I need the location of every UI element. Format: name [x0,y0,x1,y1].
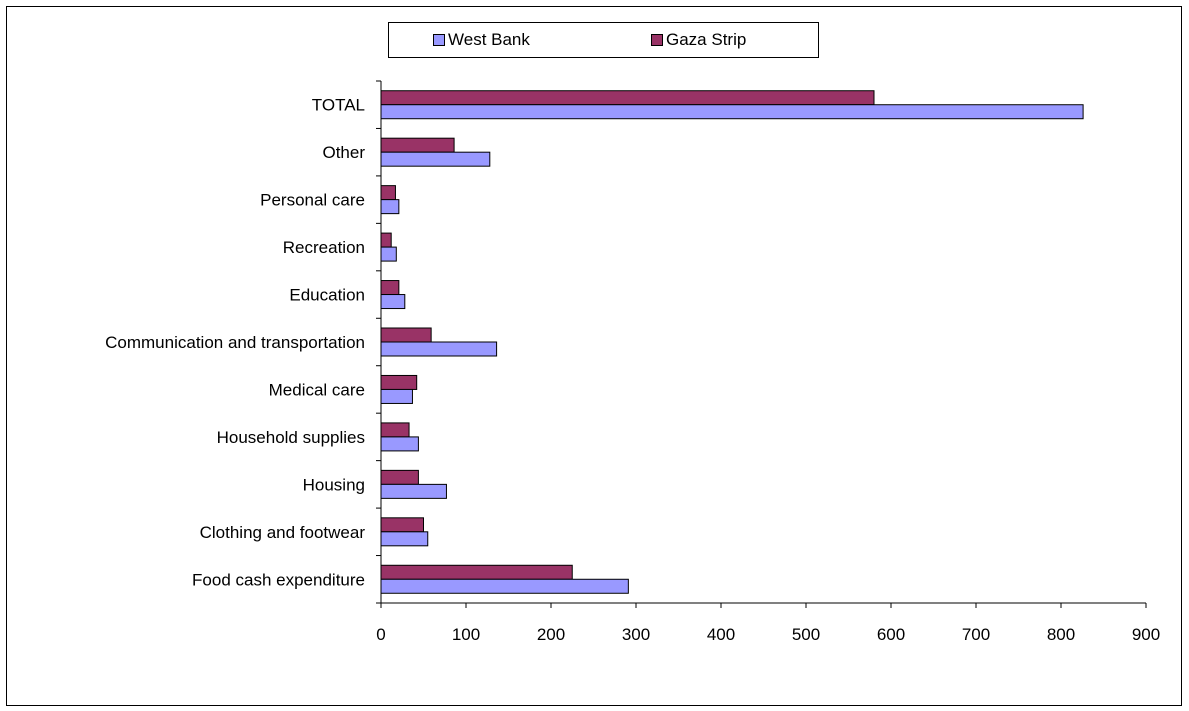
x-tick-label-400: 400 [707,625,735,644]
legend-item-west-bank: West Bank [433,30,530,49]
x-tick-label-0: 0 [376,625,385,644]
bar-gaza-strip-food-cash-expenditure [380,564,573,580]
legend: West Bank Gaza Strip [388,22,819,58]
category-label-food-cash-expenditure: Food cash expenditure [192,570,365,589]
x-tick-label-200: 200 [537,625,565,644]
bar-west-bank-household-supplies [380,436,419,452]
bar-west-bank-total [380,104,1084,120]
category-label-housing: Housing [303,475,365,494]
bar-gaza-strip-recreation [380,232,392,248]
x-tick-label-500: 500 [792,625,820,644]
legend-label-gaza-strip: Gaza Strip [666,30,747,49]
bar-west-bank-education [380,294,406,310]
x-tick-labels: 0 100 200 300 400 500 600 700 800 900 [376,625,1160,644]
legend-label-west-bank: West Bank [448,30,530,49]
x-tick-label-900: 900 [1132,625,1160,644]
bar-gaza-strip-personal-care [380,185,396,201]
category-label-personal-care: Personal care [260,191,365,210]
category-label-communication-and-transportation: Communication and transportation [105,333,365,352]
category-labels: TOTAL Other Personal care Recreation Educati… [105,96,365,590]
bar-gaza-strip-housing [380,469,419,485]
bar-west-bank-communication-and-transportation [380,341,498,357]
legend-item-gaza-strip: Gaza Strip [651,30,747,49]
bar-west-bank-other [380,151,491,167]
bar-west-bank-personal-care [380,199,400,215]
bar-gaza-strip-household-supplies [380,422,410,438]
category-label-medical-care: Medical care [269,380,365,399]
bar-gaza-strip-clothing-and-footwear [380,517,424,533]
category-label-total: TOTAL [312,96,365,115]
bar-gaza-strip-medical-care [380,374,418,390]
x-tick-label-600: 600 [877,625,905,644]
x-tick-label-300: 300 [622,625,650,644]
bar-west-bank-clothing-and-footwear [380,531,429,547]
bar-west-bank-recreation [380,246,397,262]
bar-gaza-strip-communication-and-transportation [380,327,432,343]
axes [376,80,1147,608]
category-label-recreation: Recreation [283,238,365,257]
bars [380,90,1084,594]
legend-swatch-west-bank [433,34,445,46]
bar-gaza-strip-total [380,90,875,106]
bar-west-bank-housing [380,483,447,499]
x-tick-label-700: 700 [962,625,990,644]
legend-swatch-gaza-strip [651,34,663,46]
bar-west-bank-medical-care [380,388,413,404]
category-label-other: Other [322,143,365,162]
x-tick-label-800: 800 [1047,625,1075,644]
category-label-education: Education [289,286,365,305]
category-label-household-supplies: Household supplies [217,428,365,447]
category-label-clothing-and-footwear: Clothing and footwear [200,523,366,542]
bar-gaza-strip-other [380,137,455,153]
bar-gaza-strip-education [380,280,400,296]
bar-west-bank-food-cash-expenditure [380,578,629,594]
x-tick-label-100: 100 [452,625,480,644]
